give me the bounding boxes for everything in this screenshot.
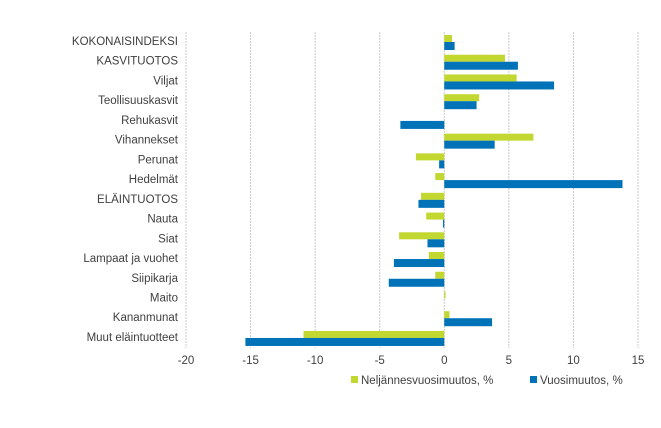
legend: Neljännesvuosimuutos, % Vuosimuutos, %: [351, 375, 623, 387]
bar-quarterly-14: [444, 311, 449, 318]
x-tick-label: -20: [178, 355, 195, 367]
category-label: Kananmunat: [113, 312, 179, 324]
bar-annual-15: [245, 338, 444, 346]
category-label: Muut eläintuotteet: [87, 332, 179, 344]
category-label: KOKONAISINDEKSI: [72, 36, 178, 48]
bar-quarterly-3: [444, 94, 479, 101]
bar-quarterly-2: [444, 74, 516, 81]
bar-quarterly-0: [444, 35, 452, 42]
bar-quarterly-7: [435, 173, 444, 180]
category-label: Viljat: [153, 75, 179, 87]
category-label: Lampaat ja vuohet: [83, 253, 178, 265]
x-tick-label: 0: [441, 355, 447, 367]
legend-swatch-quarterly: [351, 376, 358, 383]
category-label: Siat: [158, 233, 179, 245]
bar-annual-10: [427, 239, 444, 247]
category-label: Rehukasvit: [121, 115, 179, 127]
bar-annual-3: [444, 101, 476, 109]
x-tick-label: -5: [375, 355, 385, 367]
category-label: Nauta: [147, 214, 178, 226]
category-label: Maito: [150, 292, 178, 304]
bar-quarterly-11: [429, 252, 444, 259]
bar-quarterly-8: [421, 193, 444, 200]
x-tick-label: 10: [567, 355, 580, 367]
bar-annual-2: [444, 81, 554, 89]
bar-annual-4: [400, 121, 444, 129]
x-tick-label: 15: [632, 355, 645, 367]
category-label: Vihannekset: [115, 135, 179, 147]
bar-annual-14: [444, 318, 492, 326]
bar-annual-7: [444, 180, 622, 188]
category-label: Teollisuuskasvit: [98, 95, 179, 107]
bar-annual-9: [443, 220, 444, 228]
gridlines: [186, 32, 638, 348]
x-tick-label: -15: [242, 355, 259, 367]
bars: [245, 35, 622, 346]
bar-annual-1: [444, 62, 518, 70]
category-label: Hedelmät: [129, 174, 179, 186]
category-label: ELÄINTUOTOS: [97, 194, 178, 206]
bar-quarterly-15: [304, 331, 445, 338]
x-tick-labels: -20 -15 -10 -5 0 5 10 15: [178, 355, 645, 367]
bar-annual-6: [439, 160, 444, 168]
category-label: KASVITUOTOS: [96, 56, 178, 68]
legend-label-annual: Vuosimuutos, %: [540, 375, 623, 387]
bar-quarterly-12: [435, 272, 444, 279]
bar-quarterly-13: [444, 291, 445, 298]
bar-annual-8: [418, 200, 444, 208]
bar-annual-12: [389, 279, 445, 287]
bar-annual-5: [444, 141, 494, 149]
category-label: Perunat: [138, 154, 179, 166]
legend-swatch-annual: [530, 376, 537, 383]
x-tick-label: -10: [307, 355, 324, 367]
bar-quarterly-9: [426, 213, 444, 220]
bar-annual-11: [394, 259, 444, 267]
bar-quarterly-1: [444, 55, 505, 62]
bar-quarterly-6: [416, 153, 444, 160]
legend-label-quarterly: Neljännesvuosimuutos, %: [361, 375, 493, 387]
bar-quarterly-10: [399, 232, 444, 239]
category-labels: KOKONAISINDEKSI KASVITUOTOS Viljat Teollisu…: [72, 36, 179, 344]
category-label: Siipikarja: [131, 273, 178, 285]
bar-annual-0: [444, 42, 454, 50]
bar-quarterly-5: [444, 134, 533, 141]
x-tick-label: 5: [506, 355, 512, 367]
